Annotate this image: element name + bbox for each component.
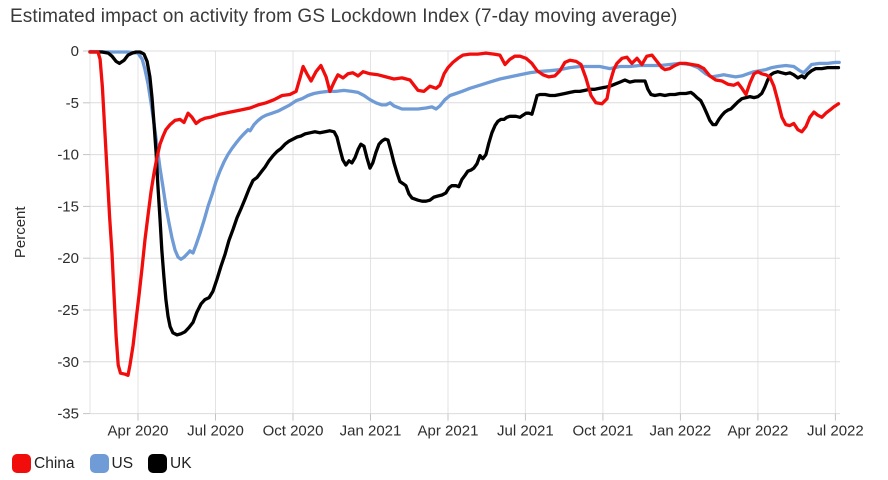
legend-label-china: China	[34, 454, 75, 472]
x-tick-label: Jul 2020	[187, 423, 244, 440]
x-tick-label: Jul 2022	[807, 423, 864, 440]
us-series-swatch	[89, 454, 109, 473]
y-tick-label: -20	[57, 250, 79, 267]
china-series-swatch	[12, 454, 31, 473]
x-tick-label: Oct 2021	[572, 423, 633, 440]
legend-item-uk[interactable]: UK	[148, 454, 192, 473]
x-tick-label: Apr 2021	[418, 423, 479, 440]
x-tick-label: Oct 2020	[263, 423, 324, 440]
chart-title: Estimated impact on activity from GS Loc…	[10, 6, 678, 27]
y-tick-label: -15	[57, 198, 79, 215]
uk-series-swatch	[148, 454, 168, 473]
horizontal-gridlines	[83, 50, 840, 415]
series-line-uk	[88, 50, 841, 337]
legend: China US UK	[12, 454, 192, 473]
x-tick-label: Apr 2020	[108, 423, 169, 440]
x-tick-label: Apr 2022	[727, 423, 788, 440]
y-tick-label: 0	[71, 43, 79, 60]
x-tick-label: Jan 2022	[650, 423, 712, 440]
y-axis-tick-labels: 0 -5 -10 -15 -20 -25 -30 -35	[57, 43, 79, 423]
legend-item-china[interactable]: China	[12, 454, 75, 473]
legend-item-us[interactable]: US	[89, 454, 134, 473]
y-tick-label: -35	[57, 406, 79, 423]
vertical-gridlines	[89, 51, 836, 414]
legend-label-us: US	[111, 454, 134, 472]
y-tick-label: -5	[66, 95, 79, 112]
x-tick-label: Jul 2021	[497, 423, 554, 440]
x-axis-tick-labels: Apr 2020 Jul 2020 Oct 2020 Jan 2021 Apr 2021…	[108, 413, 864, 440]
y-tick-label: -30	[57, 354, 79, 371]
y-tick-label: -25	[57, 302, 79, 319]
series-line-us	[88, 49, 841, 261]
y-tick-label: -10	[57, 147, 79, 164]
y-axis-title: Percent	[12, 206, 29, 259]
legend-label-uk: UK	[170, 454, 192, 472]
x-tick-label: Jan 2021	[340, 423, 402, 440]
series-line-china	[88, 50, 841, 377]
